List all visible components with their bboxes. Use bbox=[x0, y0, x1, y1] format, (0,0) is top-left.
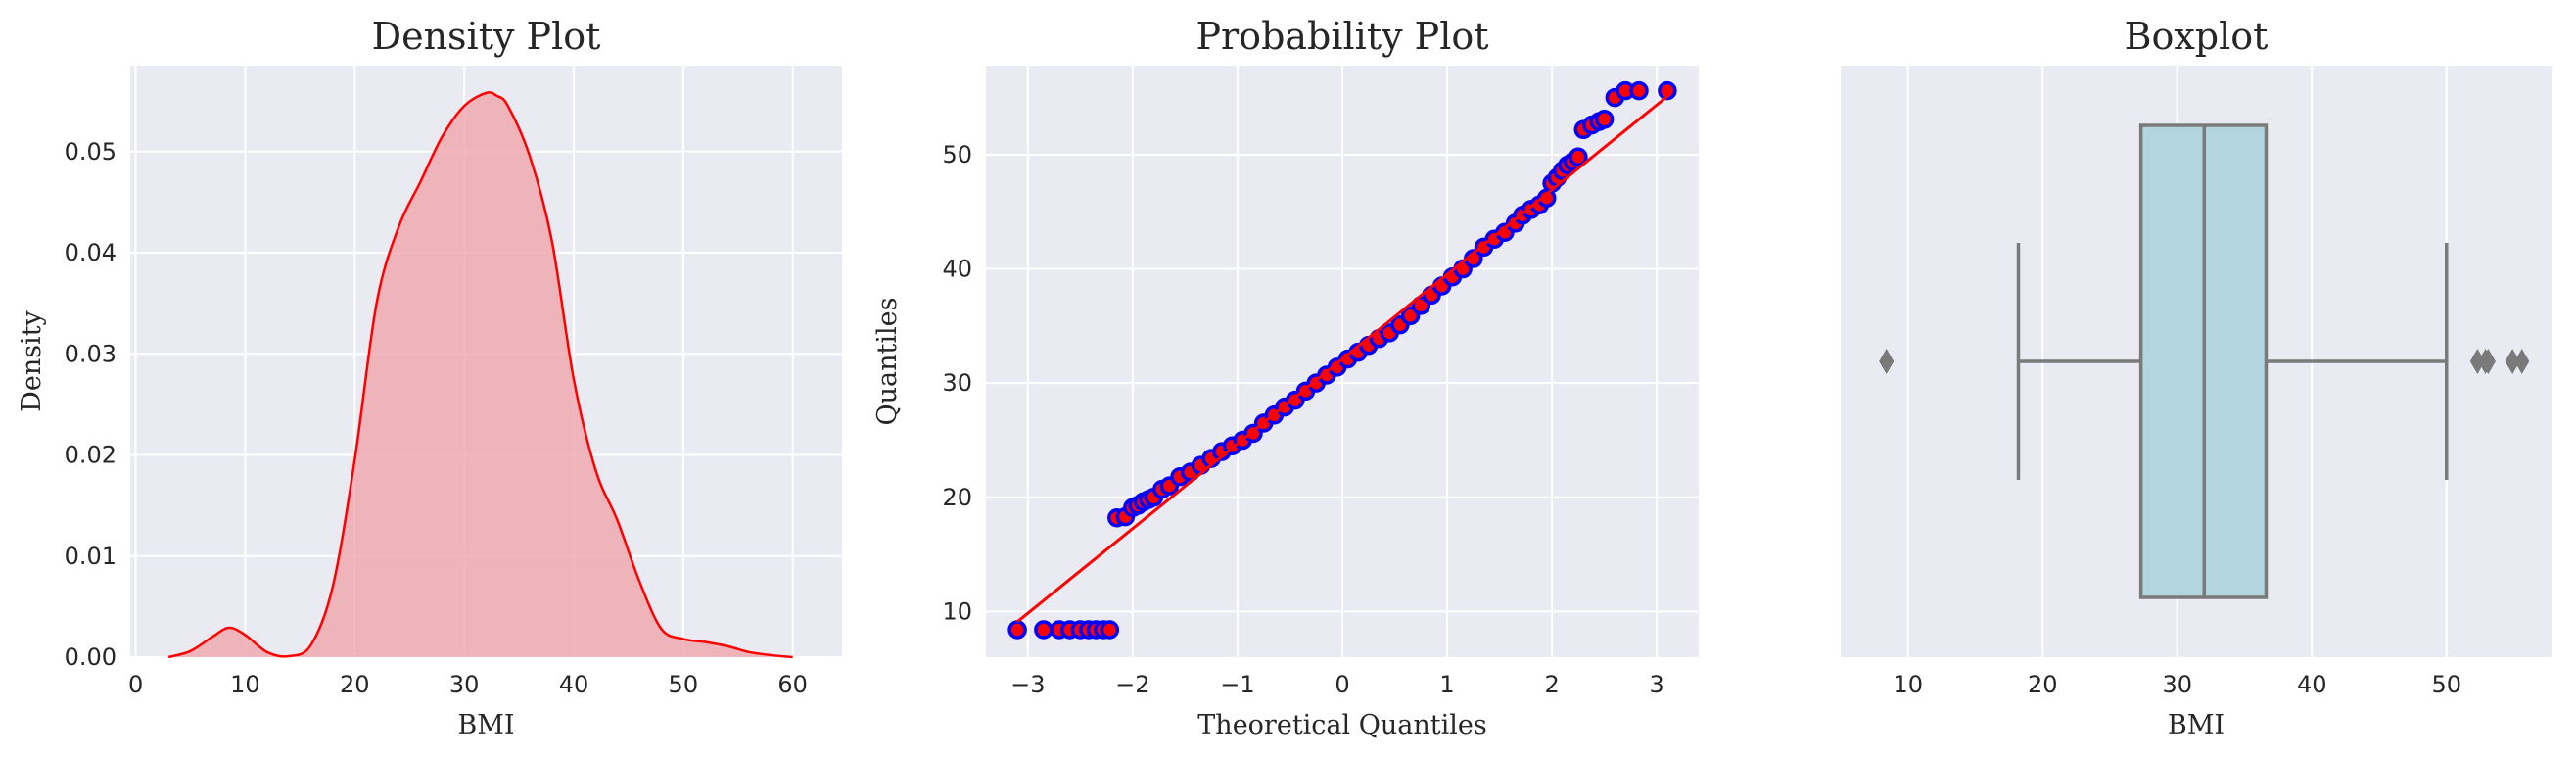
y-tick-label: 0.02 bbox=[65, 442, 117, 469]
boxplot-panel: 10 20 30 40 50 Boxplot BMI bbox=[1841, 15, 2552, 740]
x-tick-label: −1 bbox=[1220, 671, 1254, 698]
density-marks bbox=[167, 91, 793, 659]
y-tick-label: 0.05 bbox=[65, 138, 117, 166]
qq-point bbox=[1594, 110, 1615, 129]
probability-marks bbox=[1007, 80, 1677, 640]
y-tick-label: 10 bbox=[942, 597, 972, 625]
probability-plot-title: Probability Plot bbox=[1195, 15, 1488, 58]
density-curve bbox=[167, 91, 793, 659]
probability-x-axis-label: Theoretical Quantiles bbox=[1197, 710, 1486, 740]
x-tick-label: 10 bbox=[1893, 671, 1923, 698]
x-tick-label: 1 bbox=[1439, 671, 1454, 698]
qq-point bbox=[1100, 620, 1120, 640]
x-tick-label: 2 bbox=[1544, 671, 1559, 698]
x-tick-label: 20 bbox=[2028, 671, 2058, 698]
density-y-axis-label: Density bbox=[17, 309, 47, 411]
y-tick-label: 40 bbox=[942, 256, 972, 283]
x-tick-label: 30 bbox=[2162, 671, 2192, 698]
y-tick-label: 20 bbox=[942, 484, 972, 511]
x-tick-label: 50 bbox=[669, 671, 699, 698]
qq-point bbox=[1658, 80, 1677, 101]
x-tick-label: 50 bbox=[2431, 671, 2461, 698]
y-tick-label: 0.01 bbox=[65, 543, 117, 570]
probability-gridlines bbox=[986, 66, 1699, 657]
x-tick-label: 30 bbox=[449, 671, 480, 698]
probability-y-axis-label: Quantiles bbox=[872, 298, 903, 426]
x-tick-label: 0 bbox=[128, 671, 143, 698]
x-tick-label: 3 bbox=[1650, 671, 1664, 698]
x-tick-label: 20 bbox=[340, 671, 370, 698]
x-tick-label: 60 bbox=[777, 671, 808, 698]
x-tick-label: 40 bbox=[2297, 671, 2327, 698]
boxplot-tick-labels: 10 20 30 40 50 bbox=[1893, 671, 2461, 698]
probability-tick-labels: −3 −2 −1 0 1 2 3 10 20 30 40 50 bbox=[942, 141, 1663, 698]
outlier-marker bbox=[2514, 349, 2530, 374]
qq-point bbox=[1569, 147, 1588, 167]
density-area-fill bbox=[168, 92, 793, 657]
density-tick-labels: 0 10 20 30 40 50 60 0.00 0.01 0.02 0.03 0.04 0.05 bbox=[65, 138, 808, 698]
qq-point bbox=[1629, 80, 1649, 101]
qq-fit-line bbox=[1016, 95, 1668, 624]
boxplot-marks bbox=[1879, 123, 2530, 599]
boxplot-title: Boxplot bbox=[2125, 15, 2269, 58]
y-tick-label: 0.04 bbox=[65, 239, 117, 266]
boxplot-x-axis-label: BMI bbox=[2168, 710, 2225, 740]
density-x-axis-label: BMI bbox=[457, 710, 514, 740]
y-tick-label: 0.03 bbox=[65, 340, 117, 367]
x-tick-label: −3 bbox=[1010, 671, 1045, 698]
x-tick-label: 10 bbox=[230, 671, 260, 698]
y-tick-label: 50 bbox=[942, 141, 972, 168]
qq-point bbox=[1034, 620, 1054, 640]
qq-point bbox=[1007, 620, 1027, 640]
x-tick-label: 0 bbox=[1335, 671, 1349, 698]
outlier-marker bbox=[1879, 349, 1895, 374]
density-plot-panel: 0 10 20 30 40 50 60 0.00 0.01 0.02 0.03 0.04 0.05 De… bbox=[17, 15, 842, 740]
density-plot-title: Density Plot bbox=[372, 15, 601, 58]
outlier-marker bbox=[2480, 349, 2496, 374]
probability-plot-panel: −3 −2 −1 0 1 2 3 10 20 30 40 50 Probability Plot Th… bbox=[872, 15, 1699, 740]
y-tick-label: 30 bbox=[942, 369, 972, 397]
x-tick-label: −2 bbox=[1115, 671, 1149, 698]
y-tick-label: 0.00 bbox=[65, 643, 117, 671]
x-tick-label: 40 bbox=[559, 671, 589, 698]
